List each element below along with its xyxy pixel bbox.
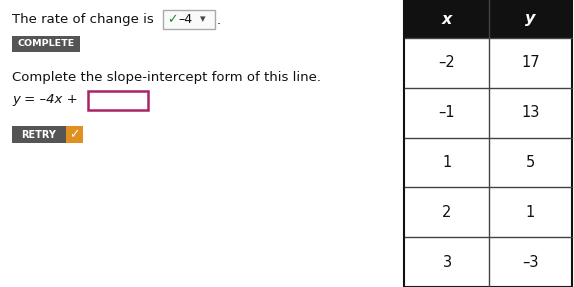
Text: 17: 17 [521,55,540,70]
Text: –3: –3 [522,255,539,269]
Text: .: . [217,13,221,26]
Text: –2: –2 [439,55,455,70]
Text: x: x [442,11,452,26]
Text: –1: –1 [439,105,455,120]
FancyBboxPatch shape [405,0,572,38]
Text: –4: –4 [178,13,192,26]
Text: ✓: ✓ [69,128,80,141]
Text: y: y [525,11,536,26]
FancyBboxPatch shape [12,126,66,143]
Text: 1: 1 [443,155,452,170]
Text: COMPLETE: COMPLETE [17,40,75,49]
Text: y = –4x +: y = –4x + [12,94,82,106]
FancyBboxPatch shape [163,10,215,29]
Text: The rate of change is: The rate of change is [12,13,154,26]
Text: 13: 13 [521,105,540,120]
Text: 5: 5 [526,155,535,170]
FancyBboxPatch shape [66,126,83,143]
Text: ▾: ▾ [200,15,205,24]
Text: Complete the slope-intercept form of this line.: Complete the slope-intercept form of thi… [12,71,321,84]
FancyBboxPatch shape [88,91,148,110]
Text: 3: 3 [443,255,452,269]
Text: 1: 1 [526,205,535,220]
Text: ✓: ✓ [167,13,177,26]
Text: 2: 2 [443,205,452,220]
FancyBboxPatch shape [12,36,80,52]
Text: RETRY: RETRY [22,129,56,139]
